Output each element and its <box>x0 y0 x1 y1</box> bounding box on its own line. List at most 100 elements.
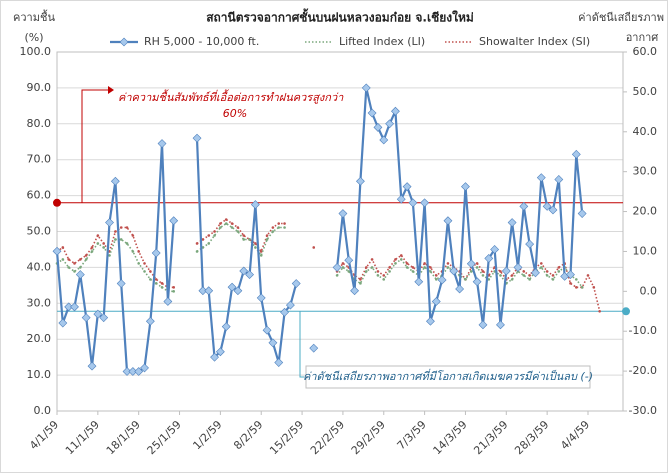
data-point <box>274 358 284 367</box>
data-point <box>396 194 406 204</box>
data-point <box>96 242 100 245</box>
data-point <box>466 259 476 269</box>
data-point <box>359 278 362 281</box>
data-point <box>131 234 135 237</box>
data-point <box>157 139 167 148</box>
data-point <box>411 270 415 273</box>
y2-tick-label: 60.0 <box>633 45 658 58</box>
legend-marker <box>119 37 129 47</box>
data-point <box>449 266 459 276</box>
plot-border <box>56 51 624 412</box>
data-point <box>507 218 517 227</box>
data-point <box>259 250 263 253</box>
data-point <box>102 242 105 245</box>
data-point <box>151 248 161 258</box>
y-tick-label: 60.0 <box>27 189 52 202</box>
data-point <box>224 218 228 221</box>
data-point <box>367 108 377 118</box>
data-point <box>207 242 211 245</box>
data-point <box>277 226 281 229</box>
y-tick-label: 10.0 <box>27 368 52 381</box>
data-point <box>291 279 301 288</box>
data-point <box>344 255 354 265</box>
data-point <box>434 274 438 277</box>
data-point <box>70 302 79 312</box>
data-point <box>265 238 269 241</box>
data-point <box>61 258 65 261</box>
data-point <box>271 230 275 233</box>
data-point <box>207 234 211 237</box>
data-point <box>335 274 339 277</box>
data-point <box>431 297 441 306</box>
data-point <box>79 258 82 261</box>
data-point <box>90 246 94 249</box>
data-point <box>224 222 228 225</box>
data-point <box>210 352 219 362</box>
data-point <box>84 254 88 257</box>
y2-tick-label: 50.0 <box>633 85 658 98</box>
data-point <box>592 286 596 289</box>
data-point <box>219 226 222 229</box>
data-point <box>399 254 403 257</box>
data-point <box>110 176 120 186</box>
data-point <box>338 209 348 218</box>
data-point <box>119 238 123 241</box>
annotation-text: ค่าความชื้นสัมพัทธ์ที่เอื้อต่อการทำฝนควร… <box>118 89 344 104</box>
data-point <box>575 278 578 281</box>
data-point <box>545 274 549 277</box>
data-point <box>580 286 584 289</box>
data-point <box>388 270 391 273</box>
data-point <box>79 266 82 269</box>
annotation-text: 60% <box>223 107 247 120</box>
data-point <box>510 274 514 277</box>
data-point <box>364 270 368 273</box>
reference-dot <box>53 198 61 207</box>
data-point <box>271 226 275 229</box>
data-point <box>446 266 450 269</box>
data-point <box>116 279 126 288</box>
data-point <box>519 201 529 211</box>
data-point <box>254 242 257 245</box>
data-point <box>394 258 397 261</box>
data-point <box>571 149 581 159</box>
data-point <box>429 266 432 269</box>
data-point <box>134 367 144 376</box>
legend-label: Lifted Index (LI) <box>339 35 425 48</box>
data-point <box>575 286 578 289</box>
y-tick-label: 80.0 <box>27 117 52 130</box>
data-point <box>391 106 400 116</box>
data-point <box>423 266 426 269</box>
data-point <box>434 278 438 281</box>
y2-tick-label: -10.0 <box>629 324 657 337</box>
data-point <box>233 286 243 296</box>
data-point <box>250 200 260 209</box>
annotation-box <box>305 365 591 389</box>
data-point <box>359 282 362 285</box>
y-axis-label: (%) <box>24 31 43 44</box>
data-point <box>350 286 360 296</box>
data-point <box>143 262 146 265</box>
data-point <box>437 275 447 285</box>
data-point <box>256 293 266 303</box>
data-point <box>219 222 222 225</box>
data-point <box>586 274 590 277</box>
data-point <box>277 222 281 225</box>
data-point <box>577 209 587 218</box>
data-point <box>245 270 254 280</box>
data-point <box>312 246 316 249</box>
data-point <box>221 322 231 332</box>
data-point <box>285 300 295 310</box>
data-point <box>143 270 146 273</box>
arrow-head <box>108 86 114 94</box>
data-point <box>414 277 424 287</box>
data-point <box>525 239 535 249</box>
data-point <box>122 367 132 376</box>
data-point <box>347 270 351 273</box>
reference-dot <box>622 307 630 316</box>
data-point <box>99 313 109 323</box>
data-point <box>355 176 365 186</box>
data-point <box>379 135 389 145</box>
y-tick-label: 70.0 <box>27 153 52 166</box>
y2-tick-label: 10.0 <box>633 244 658 257</box>
data-point <box>154 278 158 281</box>
